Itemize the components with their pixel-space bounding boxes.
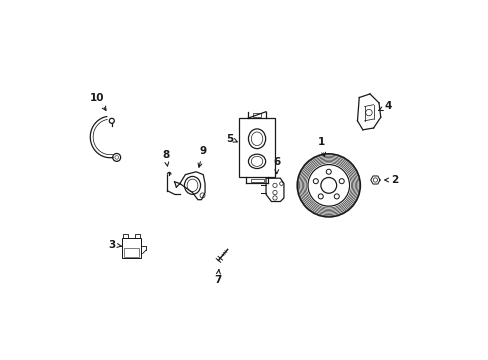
- Bar: [135, 234, 140, 238]
- Text: 2: 2: [384, 175, 398, 185]
- Text: 8: 8: [162, 150, 169, 166]
- Text: 9: 9: [198, 146, 206, 167]
- Bar: [123, 248, 139, 257]
- Text: 6: 6: [273, 157, 280, 174]
- Text: 5: 5: [226, 134, 237, 144]
- Text: 7: 7: [213, 270, 221, 285]
- Bar: [239, 118, 274, 177]
- Text: 1: 1: [317, 138, 325, 156]
- Text: 10: 10: [90, 93, 106, 111]
- Bar: [123, 234, 128, 238]
- Text: 3: 3: [108, 239, 121, 249]
- Bar: [122, 238, 141, 258]
- Bar: [250, 179, 263, 182]
- Text: 4: 4: [378, 102, 391, 112]
- Bar: [252, 113, 261, 117]
